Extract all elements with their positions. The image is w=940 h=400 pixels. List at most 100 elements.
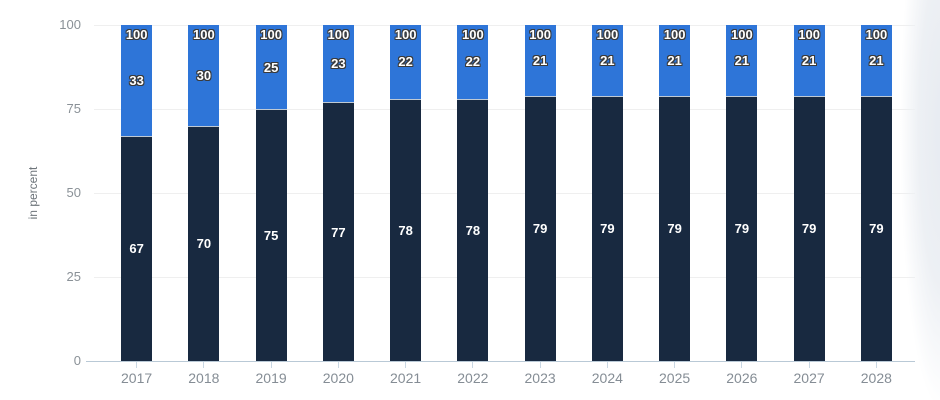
bar-group[interactable]: 21 79 100 (659, 25, 691, 361)
bar-group[interactable]: 23 77 100 (322, 25, 354, 361)
bar-segment-blue[interactable]: 21 (793, 25, 825, 96)
bar-segment-dark[interactable]: 75 (255, 109, 287, 361)
bar-segment-blue[interactable]: 23 (322, 25, 354, 103)
x-tick-label: 2019 (255, 370, 287, 386)
bar-segment-label: 70 (196, 236, 212, 252)
x-tick-label: 2021 (390, 370, 422, 386)
x-tick-label: 2027 (793, 370, 825, 386)
bar-segment-label: 21 (667, 52, 682, 68)
bar-segment-label: 33 (129, 72, 144, 88)
bar-segment-label: 23 (331, 56, 346, 72)
x-tick-label: 2018 (188, 370, 220, 386)
stack-total-label: 100 (730, 27, 753, 42)
bar-segment-dark[interactable]: 79 (591, 95, 623, 361)
bar-group[interactable]: 21 79 100 (726, 25, 758, 361)
bar-segment-blue[interactable]: 21 (726, 25, 758, 96)
bar-group[interactable]: 21 79 100 (860, 25, 892, 361)
x-tick-label: 2025 (659, 370, 691, 386)
bar-segment-blue[interactable]: 33 (121, 25, 153, 136)
stack-total-label: 100 (461, 27, 484, 42)
bar-segment-label: 21 (869, 52, 884, 68)
bar-segment-label: 21 (801, 52, 817, 68)
stack-total-label: 100 (596, 27, 619, 42)
x-tick-mark (606, 362, 608, 368)
x-tick-mark (405, 362, 407, 368)
bar-segment-label: 79 (734, 221, 750, 237)
bar-segment-dark[interactable]: 79 (726, 95, 758, 361)
bar-segment-label: 79 (869, 221, 884, 237)
stack-total-label: 100 (125, 27, 148, 42)
x-tick-mark (136, 362, 138, 368)
x-tick-mark (337, 362, 339, 368)
bar-segment-label: 79 (600, 221, 615, 237)
y-tick-label: 25 (66, 269, 81, 284)
bar-segment-blue[interactable]: 21 (524, 25, 556, 96)
bar-segment-label: 22 (398, 54, 413, 70)
x-tick-mark (539, 362, 541, 368)
x-tick-label: 2024 (591, 370, 623, 386)
bar-segment-label: 77 (331, 224, 346, 240)
bar-segment-dark[interactable]: 79 (659, 95, 691, 361)
bar-segment-label: 79 (801, 221, 817, 237)
bar-group[interactable]: 21 79 100 (793, 25, 825, 361)
bar-group[interactable]: 21 79 100 (524, 25, 556, 361)
x-tick-mark (875, 362, 877, 368)
bar-segment-blue[interactable]: 22 (457, 25, 489, 99)
stack-total-label: 100 (663, 27, 686, 42)
bar-segment-blue[interactable]: 21 (591, 25, 623, 96)
bar-group[interactable]: 21 79 100 (591, 25, 623, 361)
y-tick-label: 50 (66, 185, 81, 200)
bar-segment-label: 21 (600, 52, 615, 68)
bar-segment-dark[interactable]: 79 (524, 95, 556, 361)
x-axis-line (86, 361, 915, 362)
gridline-50 (94, 193, 915, 194)
bar-segment-label: 79 (532, 221, 548, 237)
bar-segment-label: 75 (263, 228, 279, 243)
bar-group[interactable]: 25 75 100 (255, 25, 287, 361)
x-tick-mark (808, 362, 810, 368)
bar-segment-dark[interactable]: 67 (121, 135, 153, 361)
bar-segment-dark[interactable]: 79 (793, 95, 825, 361)
bar-group[interactable]: 33 67 100 (121, 25, 153, 361)
bar-segment-label: 21 (734, 52, 750, 68)
gridline-75 (94, 109, 915, 110)
bar-segment-dark[interactable]: 78 (457, 98, 489, 361)
bar-segment-label: 78 (398, 222, 413, 238)
x-tick-mark (203, 362, 205, 368)
x-tick-label: 2020 (322, 370, 354, 386)
stack-total-label: 100 (260, 27, 282, 42)
bar-group[interactable]: 22 78 100 (457, 25, 489, 361)
x-tick-label: 2023 (524, 370, 556, 386)
bar-segment-label: 30 (196, 67, 212, 83)
bar-segment-blue[interactable]: 30 (188, 25, 220, 126)
bar-segment-blue[interactable]: 21 (860, 25, 892, 96)
y-tick-label: 0 (73, 353, 81, 368)
bar-segment-blue[interactable]: 21 (659, 25, 691, 96)
gridline-100 (94, 25, 915, 26)
bar-segment-dark[interactable]: 79 (860, 95, 892, 361)
bar-segment-dark[interactable]: 77 (322, 102, 354, 361)
x-tick-mark (472, 362, 474, 368)
bar-group[interactable]: 30 70 100 (188, 25, 220, 361)
x-tick-mark (270, 362, 272, 368)
stack-total-label: 100 (529, 27, 551, 42)
bar-segment-label: 25 (263, 59, 279, 75)
y-tick-label: 75 (66, 101, 81, 116)
bar-segment-dark[interactable]: 70 (188, 125, 220, 361)
x-tick-label: 2026 (726, 370, 758, 386)
stack-total-label: 100 (798, 27, 820, 42)
x-tick-mark (674, 362, 676, 368)
bar-segment-blue[interactable]: 25 (255, 25, 287, 109)
bar-segment-label: 22 (465, 54, 481, 70)
bar-group[interactable]: 22 78 100 (390, 25, 422, 361)
x-tick-label: 2028 (860, 370, 892, 386)
bar-segment-dark[interactable]: 78 (390, 98, 422, 361)
bar-segment-blue[interactable]: 22 (390, 25, 422, 99)
x-tick-mark (741, 362, 743, 368)
gridline-25 (94, 277, 915, 278)
bar-segment-label: 78 (465, 222, 481, 238)
stack-total-label: 100 (394, 27, 417, 42)
stack-total-label: 100 (192, 27, 215, 42)
